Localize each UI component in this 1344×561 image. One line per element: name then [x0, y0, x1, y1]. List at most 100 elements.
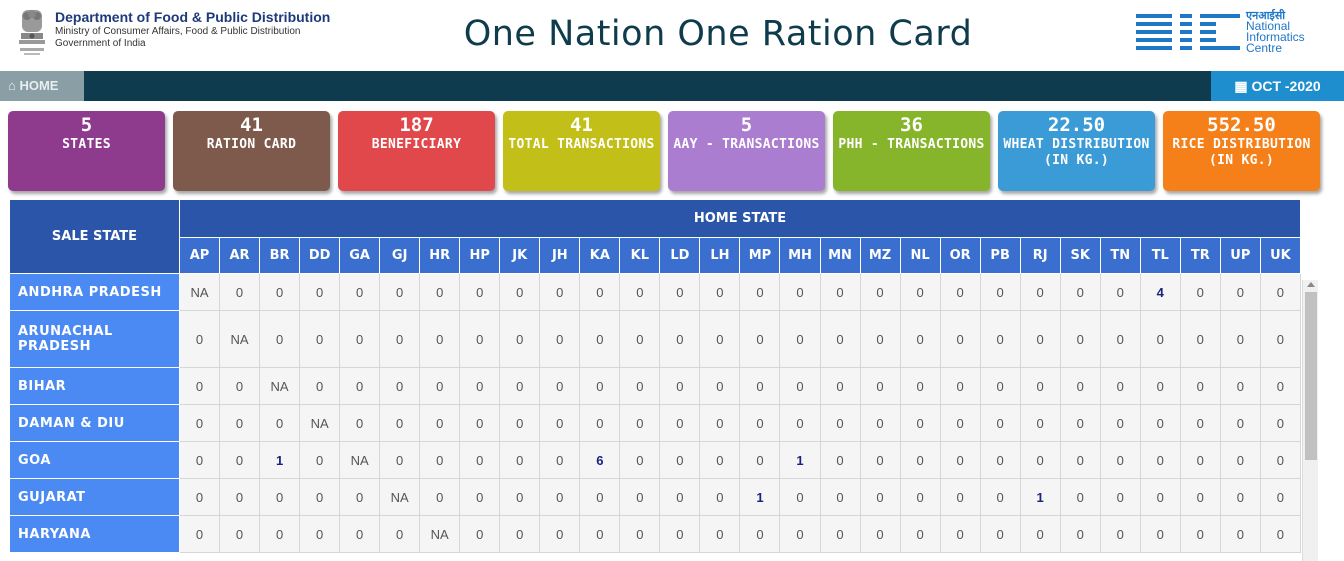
transaction-count-cell: 0 [739, 367, 781, 405]
transaction-count-cell: 0 [859, 515, 901, 553]
transaction-count-cell: 0 [1259, 441, 1302, 479]
month-label: OCT -2020 [1251, 78, 1321, 94]
transaction-count-cell: 0 [619, 515, 661, 553]
transaction-count-cell[interactable]: 4 [1139, 273, 1181, 311]
home-state-code-header: BR [259, 237, 301, 274]
summary-card[interactable]: 22.50 WHEAT DISTRIBUTION (IN KG.) [998, 111, 1155, 191]
transaction-count-cell: 0 [899, 478, 941, 516]
table-scrollbar[interactable] [1302, 280, 1318, 561]
home-state-code-header: MZ [859, 237, 901, 274]
card-label: RATION CARD [206, 137, 297, 152]
transaction-count-cell: 0 [459, 367, 501, 405]
summary-card[interactable]: 5 AAY - TRANSACTIONS [668, 111, 825, 191]
transaction-count-cell: 0 [939, 367, 981, 405]
home-state-code-header: AR [219, 237, 261, 274]
month-selector-button[interactable]: ▦ OCT -2020 [1211, 71, 1344, 101]
transaction-count-cell[interactable]: 1 [779, 441, 821, 479]
nic-logo-icon [1136, 14, 1240, 50]
card-value: 552.50 [1207, 114, 1276, 136]
transaction-count-cell: 0 [659, 478, 701, 516]
transaction-count-cell: 0 [619, 478, 661, 516]
department-title: Department of Food & Public Distribution [55, 9, 331, 25]
transaction-count-cell: 0 [899, 310, 941, 368]
card-label: AAY - TRANSACTIONS [673, 137, 820, 152]
transaction-count-cell: 0 [459, 441, 501, 479]
department-block: Department of Food & Public Distribution… [55, 8, 330, 50]
home-state-code-header: KA [579, 237, 621, 274]
summary-card[interactable]: 187 BENEFICIARY [338, 111, 495, 191]
home-state-code-header: MP [739, 237, 781, 274]
card-label: TOTAL TRANSACTIONS [508, 137, 655, 152]
transaction-count-cell: 0 [499, 515, 541, 553]
transaction-count-cell: 0 [819, 404, 861, 442]
transaction-count-cell: 0 [299, 310, 341, 368]
transaction-count-cell: 0 [899, 367, 941, 405]
summary-card[interactable]: 552.50 RICE DISTRIBUTION (IN KG.) [1163, 111, 1320, 191]
transaction-count-cell: 0 [1219, 404, 1261, 442]
sale-state-cell: GUJARAT [9, 478, 180, 516]
transaction-count-cell: 0 [499, 273, 541, 311]
transaction-count-cell: 0 [1099, 404, 1141, 442]
home-state-code-header: PB [979, 237, 1021, 274]
transaction-count-cell: 0 [1099, 310, 1141, 368]
transaction-count-cell: 0 [1179, 441, 1221, 479]
transaction-count-cell: 0 [459, 310, 501, 368]
transactions-table-container: SALE STATE HOME STATE AP AR BR DD GA GJ HR HP JK… [9, 199, 1318, 561]
transaction-count-cell: 0 [539, 310, 581, 368]
transaction-count-cell[interactable]: 1 [739, 478, 781, 516]
transaction-count-cell: 0 [1219, 367, 1261, 405]
transaction-count-cell: 0 [1219, 515, 1261, 553]
transaction-count-cell: 0 [299, 367, 341, 405]
card-label: WHEAT DISTRIBUTION (IN KG.) [1003, 137, 1150, 168]
transaction-count-cell: 0 [539, 367, 581, 405]
card-label: STATES [62, 137, 111, 152]
transaction-count-cell: 0 [1059, 367, 1101, 405]
transaction-count-cell: 0 [339, 515, 381, 553]
transaction-count-cell: 0 [219, 273, 261, 311]
table-body: ANDHRA PRADESH NA 0 0 0 0 0 0 0 0 0 0 0 0 0 0 0 0 0 0 0 0 0 0 0 4… [9, 273, 1302, 553]
transaction-count-cell: 0 [739, 310, 781, 368]
transaction-count-cell: 0 [299, 478, 341, 516]
transaction-count-cell: 0 [499, 404, 541, 442]
transaction-count-cell: 0 [939, 441, 981, 479]
transaction-count-cell: 0 [1179, 404, 1221, 442]
transaction-count-cell: 0 [379, 441, 421, 479]
transaction-count-cell: 0 [579, 273, 621, 311]
transaction-count-cell[interactable]: 6 [579, 441, 621, 479]
transaction-count-cell: 0 [819, 478, 861, 516]
transaction-count-cell: 0 [219, 515, 261, 553]
transaction-count-cell: NA [178, 273, 221, 311]
transaction-count-cell: 0 [339, 310, 381, 368]
transaction-count-cell: 0 [219, 441, 261, 479]
transaction-count-cell: NA [379, 478, 421, 516]
transaction-count-cell: 0 [819, 367, 861, 405]
transaction-count-cell: NA [299, 404, 341, 442]
transaction-count-cell: 0 [1059, 441, 1101, 479]
transaction-count-cell: 0 [1099, 515, 1141, 553]
transaction-count-cell: 0 [1139, 441, 1181, 479]
scrollbar-thumb[interactable] [1305, 292, 1317, 460]
transaction-count-cell: 0 [219, 367, 261, 405]
transaction-count-cell: 0 [819, 310, 861, 368]
summary-card[interactable]: 41 TOTAL TRANSACTIONS [503, 111, 660, 191]
transaction-count-cell: 0 [178, 515, 221, 553]
transaction-count-cell: 0 [419, 310, 461, 368]
transaction-count-cell: 0 [259, 404, 301, 442]
transaction-count-cell: 0 [1059, 478, 1101, 516]
transaction-count-cell[interactable]: 1 [1019, 478, 1061, 516]
transaction-count-cell: 0 [259, 310, 301, 368]
summary-card[interactable]: 41 RATION CARD [173, 111, 330, 191]
home-button[interactable]: ⌂ HOME [0, 71, 84, 101]
scroll-up-arrow-icon[interactable] [1307, 282, 1315, 287]
summary-card[interactable]: 5 STATES [8, 111, 165, 191]
transaction-count-cell: 0 [899, 273, 941, 311]
home-state-code-header: SK [1059, 237, 1101, 274]
transaction-count-cell: 0 [1139, 404, 1181, 442]
transaction-count-cell: 0 [979, 478, 1021, 516]
summary-card[interactable]: 36 PHH - TRANSACTIONS [833, 111, 990, 191]
transaction-count-cell: 0 [1219, 478, 1261, 516]
table-row: BIHAR 0 0 NA 0 0 0 0 0 0 0 0 0 0 0 0 0 0 0 0 0 0 0 0 0 0 0 0 0 [9, 367, 1302, 405]
transaction-count-cell: 0 [779, 515, 821, 553]
transaction-count-cell[interactable]: 1 [259, 441, 301, 479]
transaction-count-cell: 0 [699, 404, 741, 442]
